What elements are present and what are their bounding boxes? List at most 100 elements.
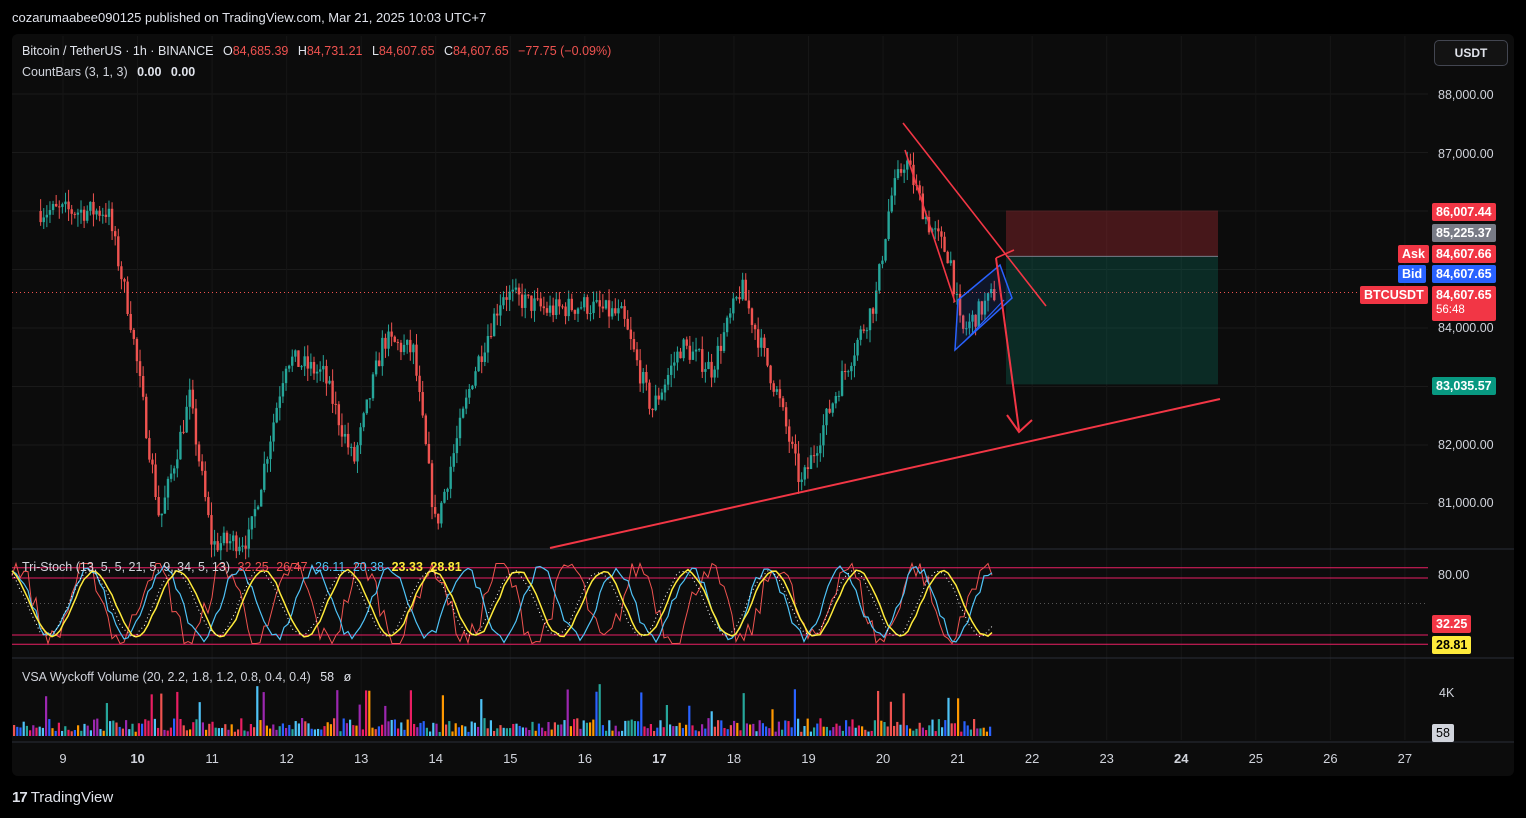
candle-body xyxy=(418,375,421,393)
volume-bar xyxy=(630,719,633,736)
volume-bar xyxy=(70,731,73,736)
countbars-value-2: 0.00 xyxy=(170,65,196,79)
volume-bar xyxy=(573,719,576,736)
volume-bar xyxy=(403,729,406,736)
candle-body xyxy=(847,371,850,373)
time-tick: 19 xyxy=(801,751,816,766)
volume-bar xyxy=(889,701,892,736)
volume-bar xyxy=(672,726,675,736)
volume-bar xyxy=(265,725,268,736)
candle-body xyxy=(989,289,993,294)
time-tick: 11 xyxy=(205,751,219,766)
candle-body xyxy=(101,214,104,216)
candle-body xyxy=(48,210,52,215)
candle-countdown: 56:48 xyxy=(1436,304,1465,316)
volume-bar xyxy=(976,728,979,736)
candle-body xyxy=(949,260,952,264)
volume-bar xyxy=(13,725,16,736)
candle-body xyxy=(843,371,847,373)
candle-body xyxy=(542,306,546,309)
candle-body xyxy=(865,330,869,332)
tradingview-logo[interactable]: 17 TradingView xyxy=(12,789,113,806)
volume-bar xyxy=(374,729,377,736)
candle-body xyxy=(141,376,145,397)
candle-body xyxy=(583,297,586,308)
candle-body xyxy=(238,546,241,552)
stoch-value-2: 26.47 xyxy=(276,560,308,574)
volume-bar xyxy=(509,728,512,736)
symbol-name: Bitcoin / TetherUS · 1h · BINANCE xyxy=(22,44,214,58)
volume-bar xyxy=(934,731,937,736)
volume-bar xyxy=(153,718,156,736)
volume-bar xyxy=(128,729,131,736)
volume-bar xyxy=(297,723,300,736)
volume-bar xyxy=(464,726,467,736)
candle-body xyxy=(430,463,434,508)
candle-body xyxy=(213,541,216,545)
volume-bar xyxy=(617,731,620,736)
price-tick: 82,000.00 xyxy=(1438,438,1494,452)
candle-body xyxy=(64,201,67,205)
volume-bar xyxy=(880,720,883,736)
volume-value: 58 xyxy=(320,670,335,684)
volume-bar xyxy=(646,728,649,736)
volume-bar xyxy=(313,729,316,736)
candle-body xyxy=(626,318,629,330)
candle-body xyxy=(635,349,639,361)
candle-body xyxy=(747,300,751,309)
volume-bar xyxy=(960,731,963,736)
volume-bar xyxy=(534,730,537,736)
candle-body xyxy=(219,543,222,551)
volume-bar xyxy=(925,730,928,736)
drawings-group xyxy=(12,122,1428,549)
candle-body xyxy=(812,455,816,457)
candle-body xyxy=(514,287,518,290)
candle-body xyxy=(539,298,542,307)
volume-bar xyxy=(528,729,531,736)
candle-body xyxy=(340,425,344,437)
volume-bar xyxy=(928,725,931,736)
candle-body xyxy=(781,398,785,408)
volume-bar xyxy=(166,730,169,736)
candle-body xyxy=(294,350,297,357)
volume-bar xyxy=(67,729,70,736)
volume-bar xyxy=(448,721,451,736)
volume-bar xyxy=(499,725,502,736)
countbars-legend[interactable]: CountBars (3, 1, 3) 0.00 0.00 xyxy=(22,65,195,79)
flag-channel xyxy=(954,263,1013,352)
chart-frame[interactable] xyxy=(12,34,1514,776)
candle-body xyxy=(113,231,117,237)
volume-bar xyxy=(563,720,566,736)
stoch-legend[interactable]: Tri-Stoch (13, 5, 5, 21, 5, 9, 34, 5, 13… xyxy=(22,560,462,574)
change-value: −77.75 (−0.09%) xyxy=(518,44,612,58)
candle-body xyxy=(520,294,524,308)
volume-bar xyxy=(320,729,323,736)
candle-body xyxy=(477,356,480,372)
volume-bar xyxy=(544,731,547,736)
candle-body xyxy=(632,339,636,350)
candle-body xyxy=(132,329,136,339)
candle-body xyxy=(741,279,744,300)
candle-body xyxy=(421,392,424,416)
volume-bar xyxy=(979,728,982,736)
volume-bar xyxy=(806,718,809,736)
volume-bar xyxy=(19,727,22,736)
volume-bar xyxy=(445,724,448,736)
currency-button[interactable]: USDT xyxy=(1434,40,1508,66)
volume-bar xyxy=(643,726,646,736)
candle-body xyxy=(427,444,431,464)
candle-body xyxy=(123,279,126,282)
volume-bar xyxy=(470,721,473,736)
countbars-value-1: 0.00 xyxy=(137,65,162,79)
candle-body xyxy=(337,404,341,426)
volume-bar xyxy=(150,694,153,736)
volume-bar xyxy=(121,728,124,736)
volume-bar xyxy=(323,726,326,736)
volume-bar xyxy=(902,693,905,736)
candle-body xyxy=(983,300,987,315)
symbol-legend[interactable]: Bitcoin / TetherUS · 1h · BINANCE O84,68… xyxy=(22,44,611,58)
volume-legend[interactable]: VSA Wyckoff Volume (20, 2.2, 1.8, 1.2, 0… xyxy=(22,670,351,684)
candle-body xyxy=(555,299,558,316)
stoch-value-1: 32.25 xyxy=(237,560,269,574)
